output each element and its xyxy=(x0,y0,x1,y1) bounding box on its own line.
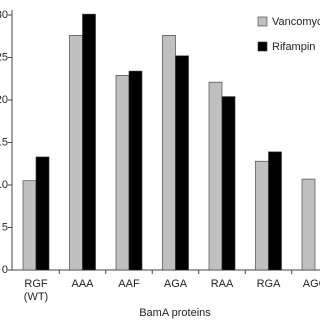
bar xyxy=(162,35,176,271)
bar xyxy=(35,156,50,271)
x-tick-label: AGA xyxy=(164,278,188,290)
y-tick-label: 5 xyxy=(2,221,8,233)
y-tick-label: 20 xyxy=(0,94,8,106)
bar xyxy=(301,178,316,271)
y-tick-label: 25 xyxy=(0,51,8,63)
x-tick-label: RAA xyxy=(211,278,234,290)
bar xyxy=(69,35,83,271)
x-tick-label: AAF xyxy=(118,278,140,290)
legend-label: Rifampin xyxy=(272,41,315,53)
bar xyxy=(255,160,269,271)
x-tick-label: AAA xyxy=(71,278,94,290)
bar xyxy=(128,70,143,271)
y-tick-label: 0 xyxy=(2,264,8,276)
y-tick-label: 15 xyxy=(0,136,8,148)
y-tick-label: 10 xyxy=(0,179,8,191)
x-tick-label: RGA xyxy=(257,278,282,290)
bar xyxy=(82,13,96,271)
legend-swatch xyxy=(257,16,268,27)
legend-label: Vancomycin xyxy=(272,16,320,28)
y-tick-label: 30 xyxy=(0,9,8,21)
bar xyxy=(115,75,130,271)
bar xyxy=(208,81,223,271)
bar xyxy=(221,96,236,271)
legend-swatch xyxy=(257,41,268,52)
bar xyxy=(268,151,282,271)
bar xyxy=(175,55,189,271)
bar xyxy=(22,180,37,271)
x-axis-label: BamA proteins xyxy=(139,307,211,319)
x-tick-label: AGG xyxy=(303,278,320,290)
x-tick-label: RGF (WT) xyxy=(24,278,48,303)
